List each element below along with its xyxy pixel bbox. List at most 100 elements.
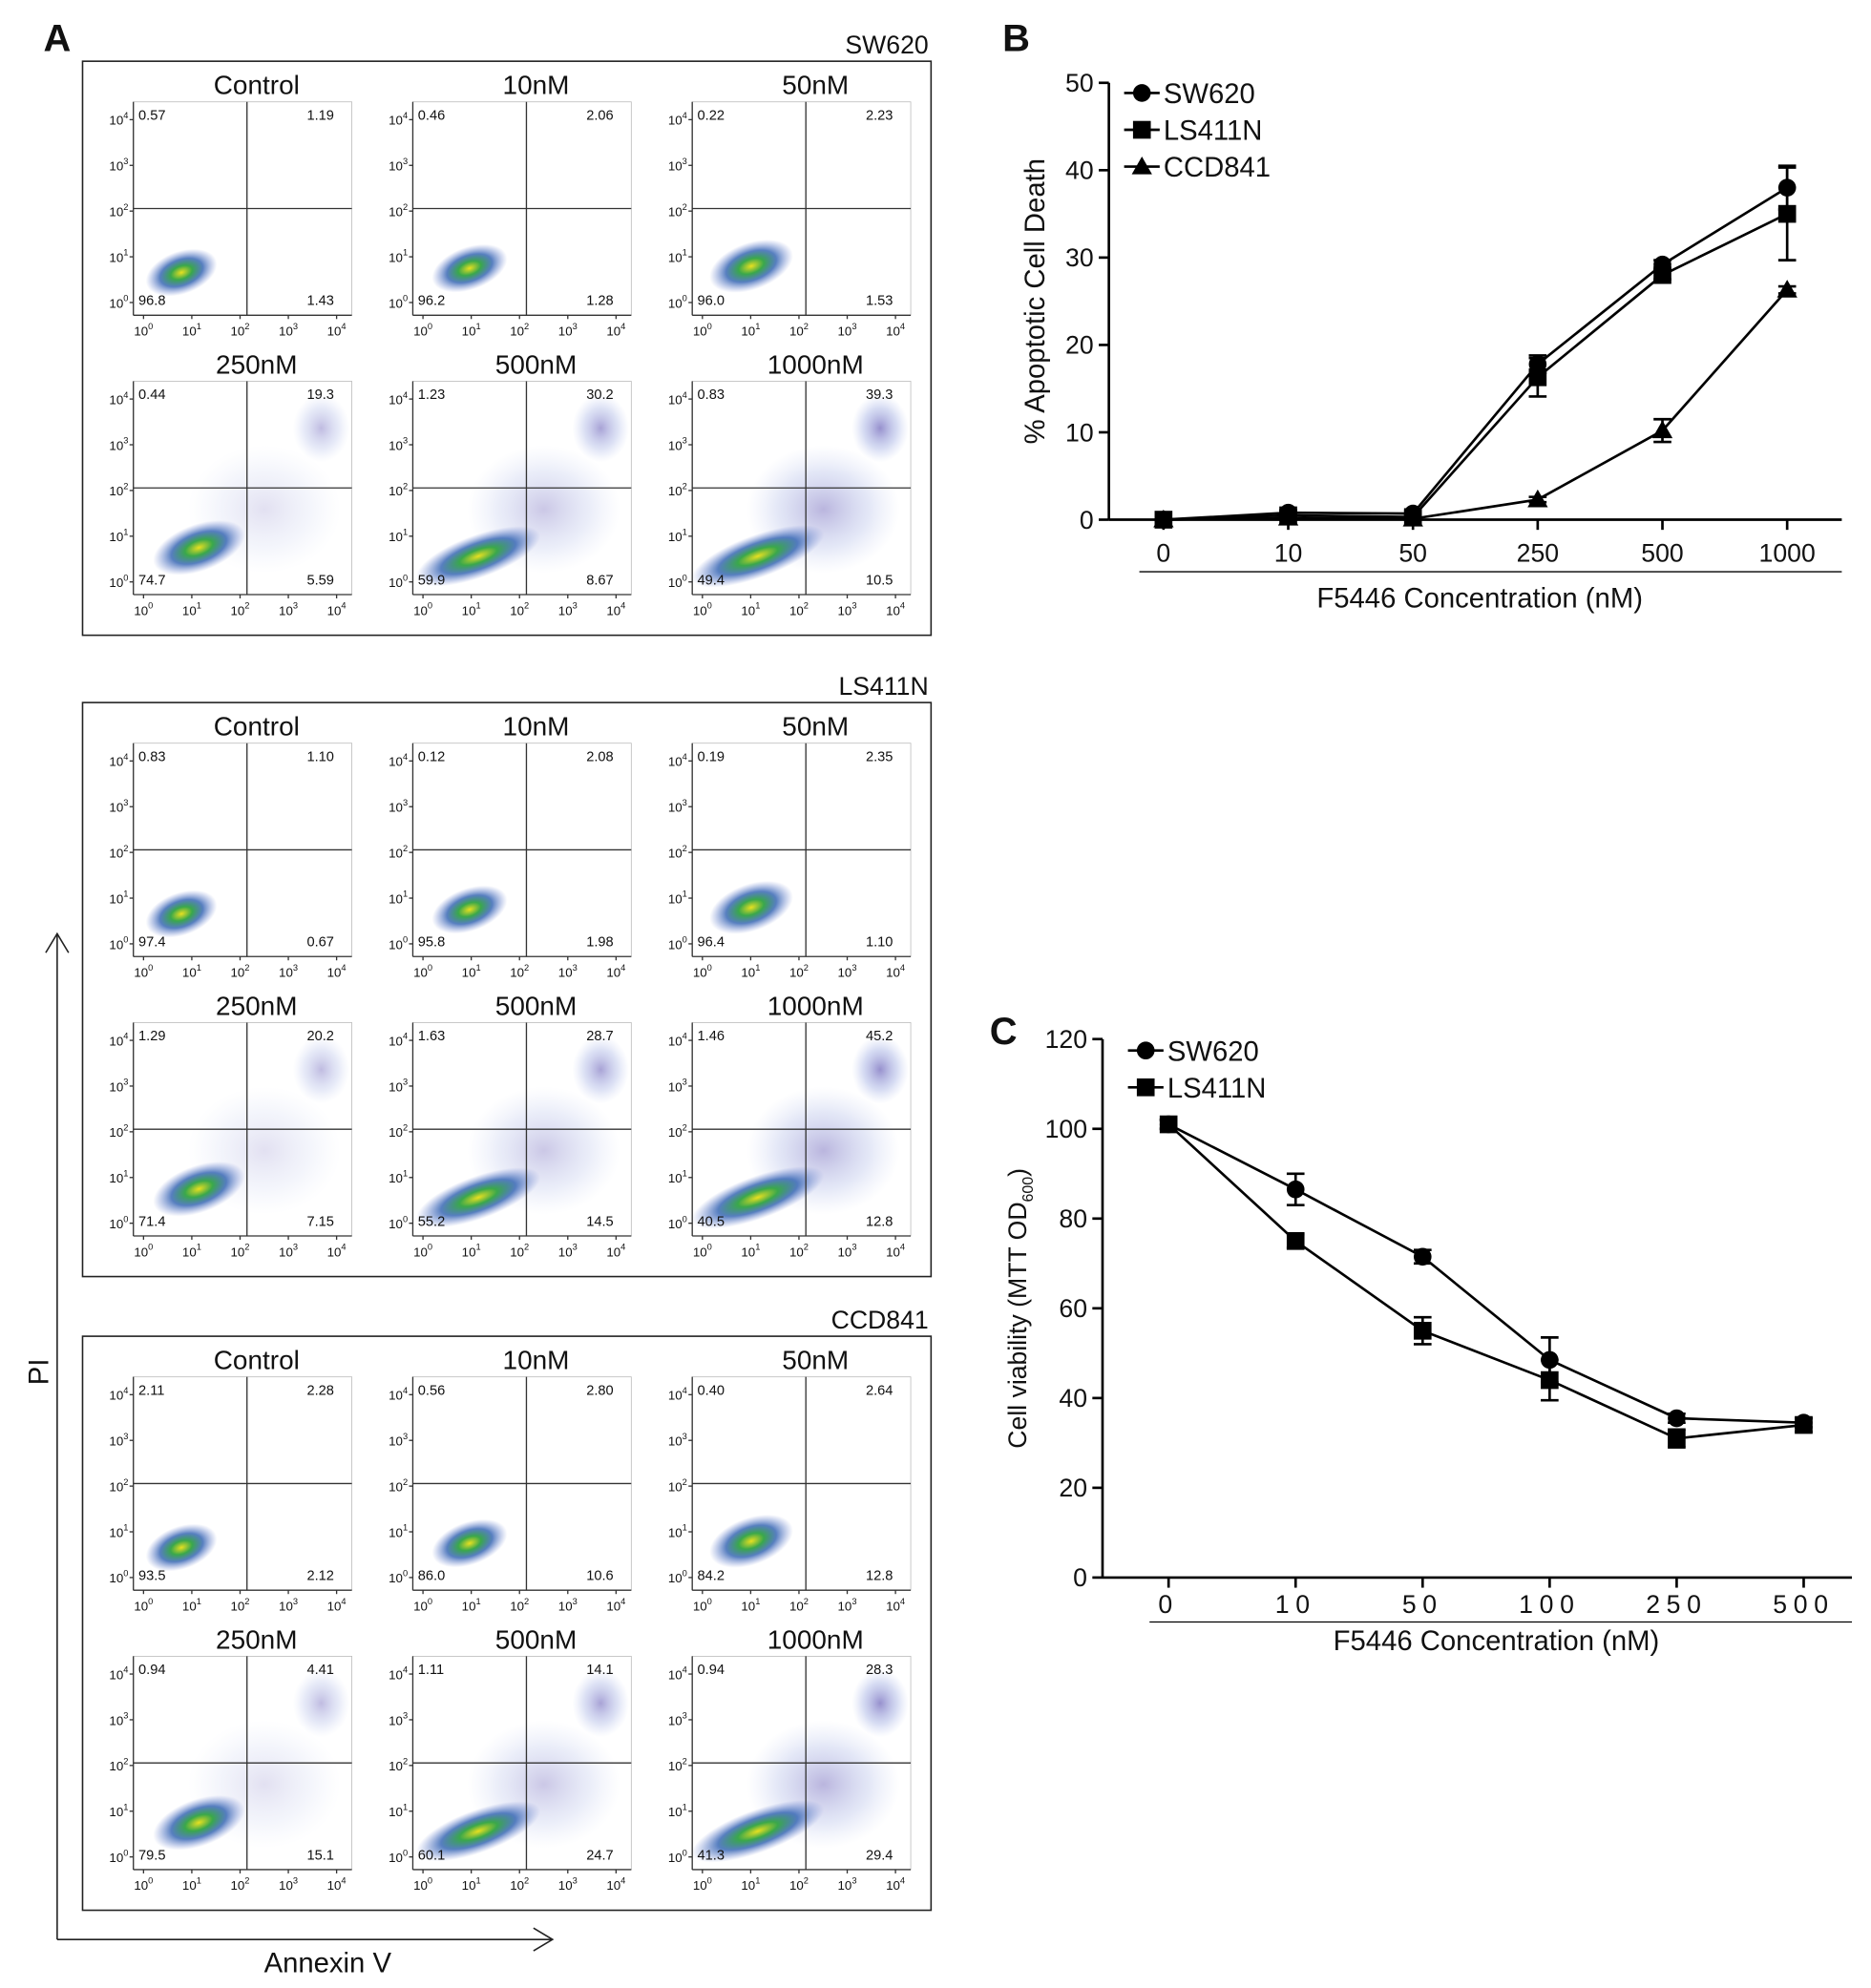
quadrant-ll: 95.8 (418, 935, 445, 951)
quadrant-ul: 1.23 (418, 387, 445, 403)
tick-exponent: 4 (403, 1386, 408, 1395)
tick-exponent: 0 (683, 1848, 687, 1857)
tick-exponent: 2 (244, 1243, 249, 1252)
tick-exponent: 0 (403, 573, 408, 582)
tick-label: 101 (741, 601, 760, 618)
y-tick-label: 20 (1059, 1474, 1087, 1502)
tick-base: 10 (886, 1600, 900, 1614)
tick-base: 10 (413, 966, 428, 980)
tick-base: 10 (838, 1878, 852, 1893)
tick-base: 10 (413, 1878, 428, 1893)
tick-base: 10 (606, 1245, 620, 1259)
tick-base: 10 (109, 1759, 123, 1773)
tick-exponent: 2 (683, 1757, 687, 1767)
x-axis-label: F5446 Concentration (nM) (1316, 583, 1643, 614)
tick-base: 10 (279, 324, 293, 339)
marker-square (1413, 1322, 1432, 1340)
tick-base: 10 (134, 1878, 148, 1893)
condition-title: 50nM (782, 71, 849, 100)
legend-label: LS411N (1167, 1074, 1267, 1104)
tick-label: 101 (741, 963, 760, 980)
quadrant-ll: 49.4 (698, 573, 725, 588)
quadrant-ul: 0.83 (138, 749, 165, 764)
group-label: SW620 (845, 31, 928, 59)
tick-base: 10 (558, 603, 573, 617)
tick-base: 10 (668, 937, 683, 952)
tick-base: 10 (109, 1667, 123, 1682)
tick-exponent: 3 (293, 1876, 298, 1886)
tick-label: 102 (231, 963, 250, 980)
tick-exponent: 3 (683, 1711, 687, 1721)
tick-base: 10 (109, 250, 123, 264)
tick-label: 103 (838, 601, 857, 618)
tick-exponent: 3 (683, 157, 687, 166)
tick-base: 10 (668, 1805, 683, 1819)
tick-label: 103 (558, 1876, 578, 1894)
tick-label: 104 (327, 322, 347, 339)
quadrant-lr: 15.1 (306, 1848, 333, 1863)
tick-exponent: 4 (341, 1243, 346, 1252)
tick-base: 10 (109, 1713, 123, 1727)
tick-base: 10 (668, 1125, 683, 1140)
tick-exponent: 0 (123, 1848, 128, 1857)
tick-exponent: 3 (683, 436, 687, 446)
tick-exponent: 4 (900, 963, 905, 973)
tick-base: 10 (668, 1759, 683, 1773)
tick-label: 101 (389, 248, 408, 265)
density-main (145, 1523, 218, 1572)
tick-label: 102 (109, 1757, 128, 1774)
tick-label: 103 (109, 157, 128, 174)
tick-exponent: 2 (244, 1597, 249, 1606)
tick-label: 104 (886, 601, 905, 618)
tick-label: 100 (109, 1214, 128, 1231)
tick-base: 10 (389, 1525, 403, 1539)
tick-base: 10 (109, 392, 123, 407)
x-tick-label: 50 (1398, 538, 1427, 567)
quadrant-lr: 1.28 (586, 294, 613, 309)
marker-square (1159, 1115, 1178, 1134)
tick-exponent: 4 (403, 752, 408, 762)
tick-base: 10 (389, 1079, 403, 1094)
marker-circle (1668, 1409, 1686, 1428)
tick-label: 100 (693, 1597, 712, 1614)
tick-label: 103 (838, 1243, 857, 1260)
tick-label: 102 (789, 1597, 809, 1614)
quadrant-ur: 2.80 (586, 1383, 613, 1398)
tick-exponent: 3 (851, 322, 856, 331)
tick-base: 10 (389, 801, 403, 815)
tick-label: 101 (182, 1876, 201, 1894)
tick-label: 102 (231, 322, 250, 339)
marker-square (1795, 1415, 1813, 1434)
tick-exponent: 2 (804, 1876, 809, 1886)
tick-label: 100 (134, 1597, 153, 1614)
tick-exponent: 0 (148, 1876, 153, 1886)
tick-label: 100 (109, 935, 128, 952)
tick-base: 10 (462, 966, 476, 980)
tick-base: 10 (789, 1878, 804, 1893)
tick-label: 104 (327, 963, 347, 980)
tick-exponent: 0 (428, 963, 432, 973)
tick-base: 10 (231, 1600, 245, 1614)
quadrant-lr: 1.10 (866, 935, 893, 951)
density-main (709, 880, 793, 934)
quadrant-ul: 2.11 (138, 1383, 164, 1398)
tick-base: 10 (789, 966, 804, 980)
density-main (709, 1514, 793, 1568)
tick-base: 10 (109, 296, 123, 310)
tick-base: 10 (693, 1878, 707, 1893)
tick-label: 102 (668, 844, 687, 861)
tick-base: 10 (886, 1245, 900, 1259)
tick-base: 10 (668, 1079, 683, 1094)
quadrant-ul: 0.44 (138, 387, 165, 403)
tick-base: 10 (668, 1851, 683, 1865)
tick-exponent: 1 (123, 1802, 128, 1811)
quadrant-ul: 0.94 (138, 1663, 165, 1678)
tick-base: 10 (510, 1245, 524, 1259)
tick-label: 102 (668, 1123, 687, 1140)
tick-base: 10 (389, 1571, 403, 1585)
tick-base: 10 (134, 1245, 148, 1259)
density-main (153, 1161, 245, 1217)
tick-label: 100 (134, 322, 153, 339)
tick-base: 10 (741, 966, 755, 980)
panel-label: C (990, 1011, 1018, 1053)
